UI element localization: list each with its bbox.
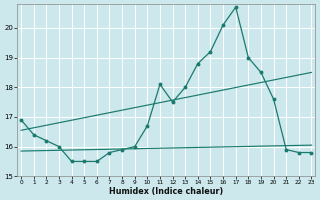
X-axis label: Humidex (Indice chaleur): Humidex (Indice chaleur) <box>109 187 223 196</box>
